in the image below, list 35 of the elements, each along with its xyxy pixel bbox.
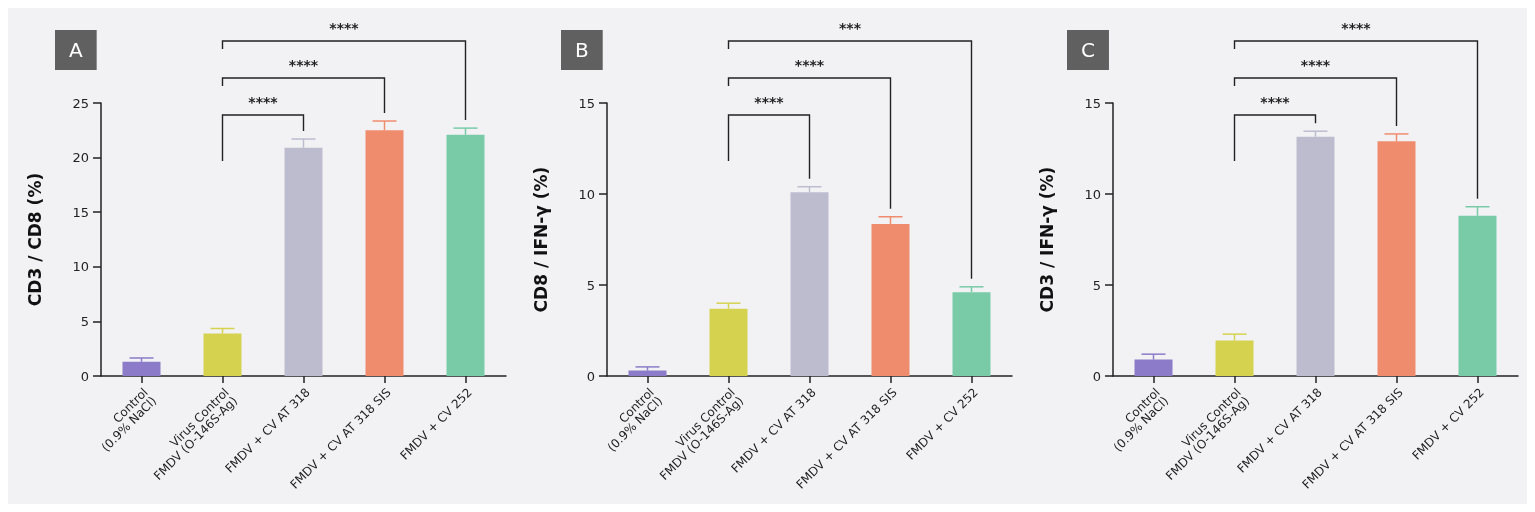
y-tick-label: 15 xyxy=(72,204,89,220)
text: **** xyxy=(329,20,360,36)
text: *** xyxy=(839,20,862,36)
chart-title: A xyxy=(69,38,83,62)
chart-title: C xyxy=(1081,38,1095,62)
y-tick-label: 15 xyxy=(1084,95,1101,111)
y-tick-label: 10 xyxy=(578,186,595,202)
y-tick-label: 20 xyxy=(72,150,89,166)
text: **** xyxy=(794,57,825,73)
y-tick-label: 0 xyxy=(80,368,89,384)
y-tick-label: 10 xyxy=(1084,186,1101,202)
y-tick-label: 0 xyxy=(586,368,595,384)
y-tick-label: 5 xyxy=(1092,277,1101,293)
bar xyxy=(122,361,161,376)
text: **** xyxy=(1341,20,1372,36)
annotation: **** xyxy=(754,94,785,110)
annotation: **** xyxy=(1260,94,1291,110)
y-axis-title: CD8 / IFN-γ (%) xyxy=(530,166,551,313)
y-tick-label: 5 xyxy=(80,313,89,329)
bar xyxy=(628,370,667,376)
y-axis-title: CD3 / CD8 (%) xyxy=(24,172,45,307)
y-tick-label: 10 xyxy=(72,259,89,275)
y-tick-label: 15 xyxy=(578,95,595,111)
y-axis-title: CD3 / IFN-γ (%) xyxy=(1036,166,1057,313)
bar xyxy=(952,292,991,376)
text: **** xyxy=(1300,57,1331,73)
y-tick-label: 25 xyxy=(72,95,89,111)
y-tick-label: 0 xyxy=(1092,368,1101,384)
bar xyxy=(709,308,748,376)
bar xyxy=(203,333,242,376)
text: **** xyxy=(288,57,319,73)
annotation: **** xyxy=(248,94,279,110)
y-tick-label: 5 xyxy=(586,277,595,293)
bar xyxy=(1134,359,1173,376)
chart-title: B xyxy=(575,38,589,62)
